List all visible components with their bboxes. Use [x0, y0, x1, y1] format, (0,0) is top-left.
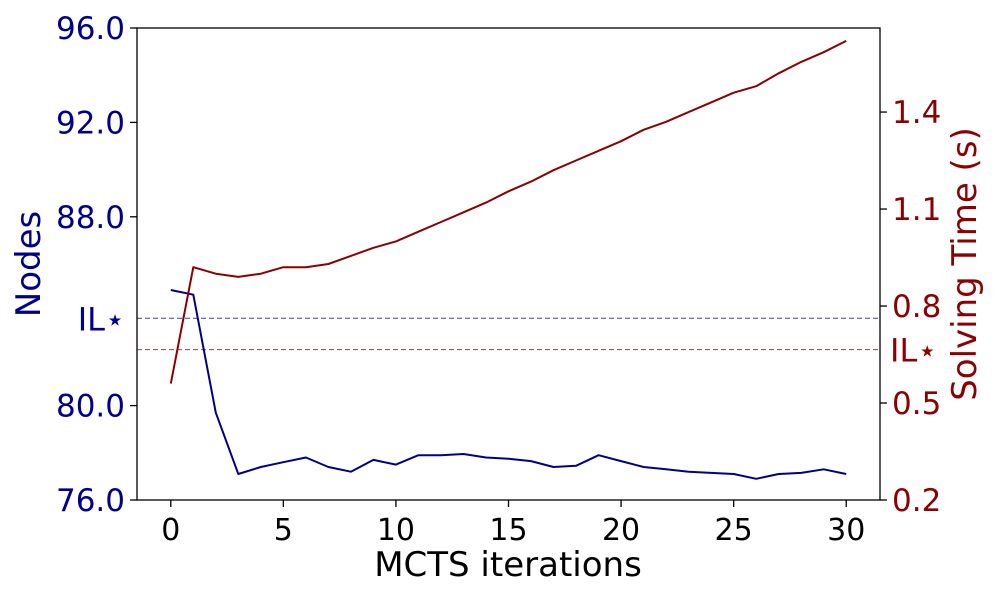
- y-left-axis-ticks: 76.0 80.0 88.0 92.0 96.0: [56, 11, 137, 519]
- x-axis-label: MCTS iterations: [374, 545, 642, 585]
- y-left-tick-label: 88.0: [56, 200, 125, 236]
- y-right-tick-label: 0.8: [892, 289, 941, 325]
- x-tick-label: 30: [827, 513, 865, 548]
- x-axis-ticks: 0 5 10 15 20 25 30: [161, 500, 865, 548]
- y-right-tick-label: 0.5: [892, 386, 941, 422]
- y-left-tick-label: 80.0: [56, 389, 125, 425]
- x-tick-label: 10: [377, 513, 415, 548]
- reference-lines: [137, 317, 880, 351]
- x-tick-label: 0: [161, 513, 180, 548]
- x-tick-label: 15: [489, 513, 527, 548]
- y-left-tick-label: 76.0: [56, 483, 125, 519]
- reference-labels: IL⋆ IL⋆: [78, 300, 938, 369]
- x-tick-label: 25: [715, 513, 753, 548]
- x-tick-label: 20: [602, 513, 640, 548]
- series-lines: [169, 40, 847, 480]
- series-line-left: [170, 289, 847, 480]
- plot-frame: [136, 27, 881, 501]
- reference-label-left: IL⋆: [78, 300, 125, 338]
- y-left-tick-label: 96.0: [56, 11, 125, 47]
- y-left-tick-label: 92.0: [56, 105, 125, 141]
- y-right-tick-label: 0.2: [892, 483, 941, 519]
- y-right-tick-label: 1.1: [892, 192, 941, 228]
- y-right-axis-label: Solving Time (s): [945, 127, 985, 401]
- y-right-tick-label: 1.4: [892, 95, 941, 131]
- y-left-axis-label: Nodes: [9, 211, 49, 317]
- series-line-right: [169, 40, 847, 384]
- reference-label-right: IL⋆: [890, 332, 937, 370]
- x-tick-label: 5: [274, 513, 293, 548]
- y-right-axis-ticks: 0.2 0.5 0.8 1.1 1.4: [880, 95, 941, 519]
